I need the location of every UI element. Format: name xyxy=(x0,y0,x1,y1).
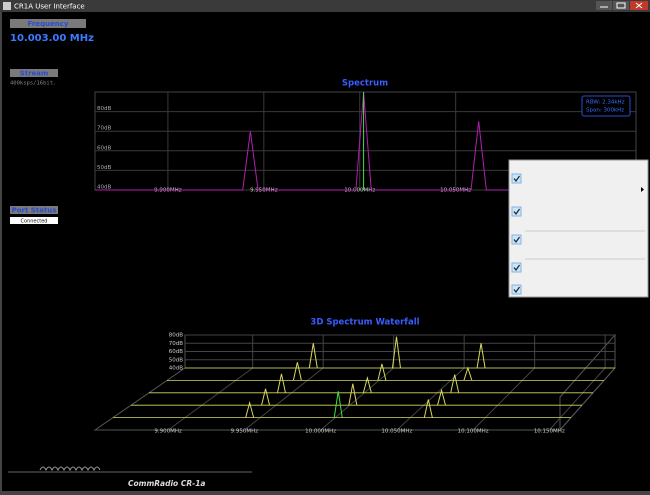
waterfall-peak xyxy=(292,362,302,381)
waterfall-peak xyxy=(463,366,473,381)
menu-item[interactable] xyxy=(510,262,647,273)
x-tick-label: 10.000MHz xyxy=(305,429,336,435)
y-tick-label: 50dB xyxy=(169,357,183,363)
menu-check-box xyxy=(511,262,522,273)
maximize-icon xyxy=(616,2,626,9)
port-box xyxy=(10,217,58,224)
waterfall-peak xyxy=(423,399,433,418)
menu-item[interactable] xyxy=(510,273,647,284)
menu-check-box xyxy=(511,173,522,184)
legend-span: Span: 300kHz xyxy=(586,108,624,114)
menu-panel xyxy=(508,159,649,298)
menu-check-box xyxy=(511,284,522,295)
waterfall-peak xyxy=(437,388,447,406)
y-tick-label: 60dB xyxy=(97,145,111,151)
menu-check xyxy=(513,264,520,272)
menu-item[interactable] xyxy=(510,284,647,295)
x-tick-label: 10.150MHz xyxy=(534,429,565,435)
chart-title: 3D Spectrum Waterfall xyxy=(310,318,419,328)
label-box xyxy=(10,206,58,214)
waterfall-peak xyxy=(362,376,372,393)
waterfall-peak xyxy=(391,336,401,369)
label-box xyxy=(10,19,86,28)
grid-line xyxy=(244,367,324,431)
logo-wave xyxy=(39,466,101,472)
menu-check xyxy=(513,208,520,216)
menu-item[interactable] xyxy=(510,195,647,206)
waterfall-peak xyxy=(377,363,387,381)
port-value: Connected xyxy=(21,218,48,224)
waterfall-peak xyxy=(261,388,271,406)
y-tick-label: 70dB xyxy=(169,341,183,347)
window-border xyxy=(0,12,2,495)
title-bar xyxy=(0,0,650,12)
frequency-label: Frequency xyxy=(28,20,69,28)
chart-title: Spectrum xyxy=(342,79,388,89)
menu-check xyxy=(513,175,520,183)
grid-line xyxy=(167,367,253,431)
waterfall-peak xyxy=(245,400,255,418)
waterfall-peak xyxy=(348,383,358,406)
x-tick-label: 10.050MHz xyxy=(381,429,412,435)
x-tick-label: 9.900MHz xyxy=(154,429,182,435)
grid-line xyxy=(548,367,606,431)
minimize-button[interactable] xyxy=(596,1,612,10)
context-menu xyxy=(508,159,649,298)
stream-label: Stream xyxy=(20,69,49,77)
frequency-value: 10.003.00 MHz xyxy=(10,33,94,44)
maximize-button[interactable] xyxy=(613,1,629,10)
close-icon xyxy=(635,2,643,9)
submenu-arrow xyxy=(641,187,644,192)
menu-check-box xyxy=(511,206,522,217)
y-tick-label: 40dB xyxy=(169,366,183,372)
charts: Spectrum 40dB 50dB 60dB 70dB 80dB 9.900MHz 9.95… xyxy=(93,79,637,435)
waterfall-peak xyxy=(276,373,286,393)
menu-item[interactable] xyxy=(510,234,647,245)
window-border xyxy=(0,491,650,495)
waterfall-peak xyxy=(308,343,318,369)
waterfall-peak xyxy=(476,343,486,369)
y-tick-label: 50dB xyxy=(97,165,111,171)
menu-check xyxy=(513,236,520,244)
y-tick-label: 80dB xyxy=(169,333,183,339)
y-tick-label: 70dB xyxy=(97,126,111,132)
x-tick-label: 10.100MHz xyxy=(458,429,489,435)
menu-item[interactable] xyxy=(510,206,647,217)
y-tick-label: 80dB xyxy=(97,106,111,112)
menu-check xyxy=(513,286,520,294)
x-tick-label: 9.950MHz xyxy=(231,429,259,435)
grid-line xyxy=(320,367,394,431)
label-box xyxy=(10,69,58,77)
window-title: CR1A User Interface xyxy=(14,3,85,11)
grid-line xyxy=(396,367,465,431)
menu-item[interactable] xyxy=(510,217,647,228)
waterfall-peak xyxy=(450,374,460,393)
menu-check-box xyxy=(511,234,522,245)
menu-item[interactable] xyxy=(510,245,647,256)
menu-item[interactable] xyxy=(510,184,647,195)
menu-item[interactable] xyxy=(510,173,647,184)
waterfall-peak xyxy=(333,391,343,418)
y-tick-label: 40dB xyxy=(97,185,111,191)
stream-value: 400ksps/16bit. xyxy=(10,81,56,87)
legend-box xyxy=(581,95,631,117)
footer-brand: CommRadio CR-1a xyxy=(128,479,206,488)
y-tick-label: 60dB xyxy=(169,349,183,355)
grid-line xyxy=(472,367,535,431)
port-label: Port Status xyxy=(12,206,57,214)
menu-item[interactable] xyxy=(510,162,647,173)
legend-rbw: RBW: 2.34kHz xyxy=(586,100,625,106)
x-tick-label: 10.000MHz xyxy=(344,188,375,194)
app-icon xyxy=(3,2,11,10)
